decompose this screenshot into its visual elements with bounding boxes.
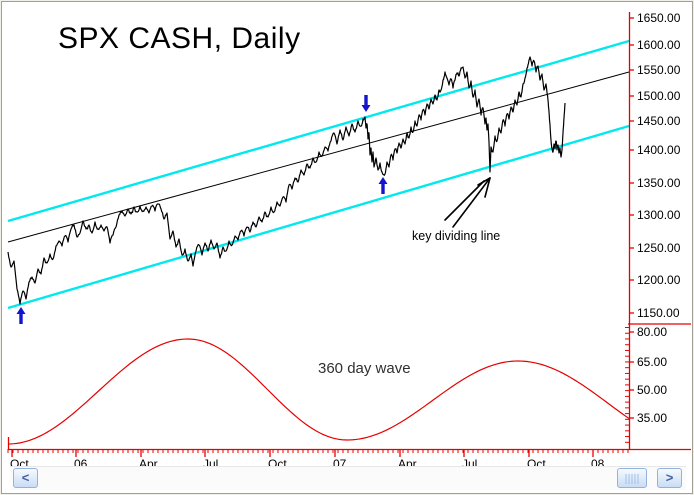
wave-line [7,338,630,445]
thumb-grip-icon [625,474,639,484]
value-tick-label: 1250.00 [637,241,681,255]
value-tick-label: 1550.00 [637,63,681,77]
chevron-right-icon: > [665,470,674,485]
time-tick-label: Apr [398,457,417,466]
value-tick-label: 1150.00 [637,306,680,320]
price-chart-canvas: 1650.00 1600.00 1550.00 1500.00 1450.00 1400.… [7,11,691,466]
time-tick-label: Oct [268,457,287,466]
price-line [7,56,566,305]
value-tick-label: 65.00 [637,355,667,369]
value-tick-label: 50.00 [637,383,667,397]
scrollbar-thumb[interactable] [617,468,647,488]
time-tick-label: Apr [139,457,158,466]
value-tick-label: 1400.00 [637,143,681,157]
scroll-left-button[interactable]: < [13,468,38,488]
value-tick-label: 1650.00 [637,11,681,25]
down-arrow-icon [361,95,371,112]
time-tick-label: Oct [10,457,29,466]
value-tick-label: 35.00 [637,411,667,425]
value-tick-label: 1500.00 [637,89,681,103]
time-tick-label: 06 [74,457,88,466]
scroll-right-button[interactable]: > [657,468,682,488]
value-tick-label: 1300.00 [637,208,681,222]
time-tick-label: 07 [333,457,347,466]
key-dividing-arrow-icon [444,177,491,228]
value-tick-label: 1600.00 [637,38,681,52]
axis-labels: 1650.00 1600.00 1550.00 1500.00 1450.00 1400.… [10,11,681,466]
value-tick-label: 1450.00 [637,114,681,128]
trend-channel [7,39,630,310]
time-tick-label: 08 [591,457,605,466]
key-dividing-line-label: key dividing line [412,229,501,243]
chart-title: SPX CASH, Daily [58,22,301,55]
channel-lower-line [7,124,630,310]
up-arrow-icon [378,177,388,194]
chevron-left-icon: < [21,470,30,485]
horizontal-scrollbar[interactable]: < > [10,466,686,490]
wave-cycle-label: 360 day wave [318,360,411,377]
value-tick-label: 1200.00 [637,273,681,287]
channel-upper-line [7,39,630,223]
axes [7,12,691,457]
value-tick-label: 1350.00 [637,176,681,190]
value-tick-label: 80.00 [637,325,667,339]
signal-arrows [16,95,388,324]
time-tick-label: Jul [462,457,477,466]
up-arrow-icon [16,307,26,324]
time-tick-label: Oct [527,457,546,466]
time-tick-label: Jul [203,457,218,466]
